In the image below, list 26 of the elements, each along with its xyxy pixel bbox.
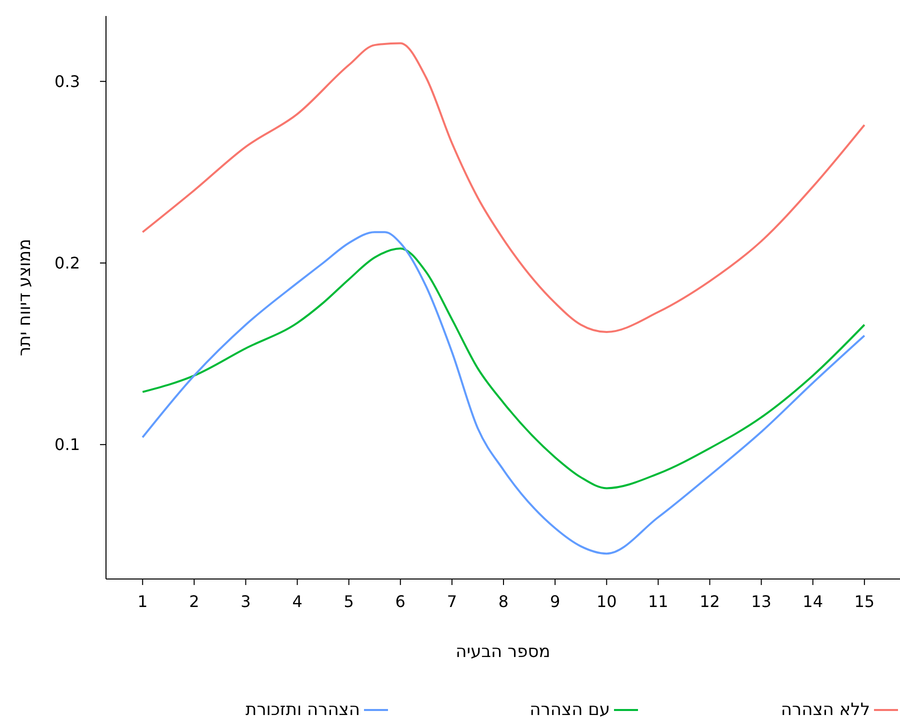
x-tick-label: 11 xyxy=(648,592,668,611)
legend-label: עם הצהרה xyxy=(530,700,610,720)
y-tick-label: 0.1 xyxy=(54,435,80,454)
x-tick-label: 9 xyxy=(550,592,560,611)
legend-label: ללא הצהרה xyxy=(780,700,870,720)
y-tick-label: 0.3 xyxy=(54,72,80,91)
x-tick-label: 13 xyxy=(751,592,772,611)
x-tick-label: 3 xyxy=(240,592,251,611)
x-tick-label: 12 xyxy=(700,592,720,611)
x-tick-label: 8 xyxy=(498,592,509,611)
x-tick-label: 14 xyxy=(802,592,824,611)
x-tick-label: 15 xyxy=(854,592,875,611)
x-tick-label: 5 xyxy=(344,592,354,611)
x-tick-label: 1 xyxy=(138,592,148,611)
line-series xyxy=(142,42,866,334)
y-axis-title: ממוצע דיווח יתר xyxy=(15,238,35,356)
y-tick-label: 0.2 xyxy=(54,254,80,273)
legend-label: הצהרה ותזכורת xyxy=(246,700,360,720)
x-tick-label: 4 xyxy=(292,592,302,611)
x-axis-title: מספר הבעיה xyxy=(456,642,550,662)
x-tick-label: 2 xyxy=(189,592,200,611)
line-series xyxy=(142,231,866,555)
line-series xyxy=(142,247,866,490)
x-tick-label: 10 xyxy=(596,592,617,611)
x-tick-label: 6 xyxy=(395,592,406,611)
x-tick-label: 7 xyxy=(446,592,458,611)
